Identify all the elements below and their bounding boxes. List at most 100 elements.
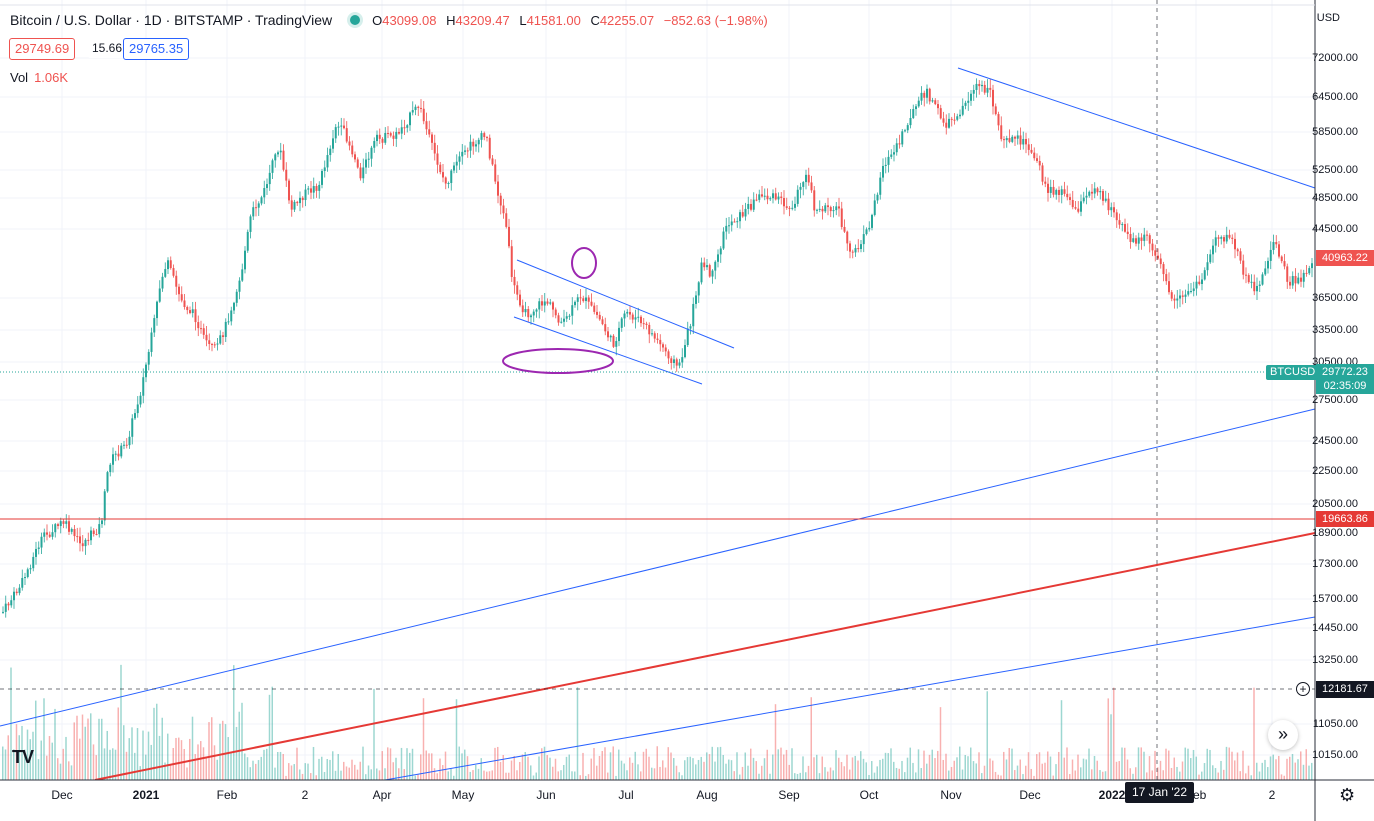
candle-body xyxy=(609,335,612,338)
volume-bar xyxy=(1102,771,1104,780)
candle-body xyxy=(508,226,510,247)
candle-body xyxy=(521,305,524,313)
candle-body xyxy=(769,198,772,200)
candle-body xyxy=(835,206,838,211)
candle-body xyxy=(876,194,879,201)
volume-bar xyxy=(865,762,867,780)
volume-bar xyxy=(961,769,964,780)
volume-bar xyxy=(906,757,909,780)
candle-body xyxy=(774,193,777,200)
candle-body xyxy=(1198,281,1201,285)
candle-body xyxy=(299,197,301,204)
candle-body xyxy=(1038,160,1041,166)
candle-body xyxy=(191,309,194,314)
volume-bar xyxy=(1302,764,1305,780)
volume-bar xyxy=(827,771,829,780)
volume-bar xyxy=(535,772,537,780)
volume-bar xyxy=(796,773,799,780)
volume-bar xyxy=(783,754,785,780)
candle-body xyxy=(516,285,519,295)
candle-body xyxy=(101,520,103,525)
time-axis-label: Dec xyxy=(1019,788,1041,802)
plus-circle-icon[interactable]: + xyxy=(1296,682,1310,696)
volume-bar xyxy=(1300,751,1302,780)
volume-bar xyxy=(244,753,246,780)
volume-bar xyxy=(2,746,4,780)
volume-bars xyxy=(2,664,1313,780)
volume-bar xyxy=(1008,748,1010,780)
candle-body xyxy=(1162,264,1165,275)
crosshair-date-tag: 17 Jan '22 xyxy=(1125,782,1195,803)
candle-body xyxy=(35,548,37,557)
candle-body xyxy=(664,347,667,352)
candle-body xyxy=(1016,135,1019,139)
trendline-upper xyxy=(0,408,1316,727)
currency-label[interactable]: USD xyxy=(1316,12,1340,24)
candle-body xyxy=(598,314,601,320)
candle-body xyxy=(618,327,620,342)
candle-body xyxy=(821,208,824,212)
volume-bar xyxy=(65,736,67,780)
candle-body xyxy=(1192,288,1195,292)
candle-body xyxy=(398,131,400,134)
candle-body xyxy=(315,186,318,191)
tradingview-logo[interactable]: TV xyxy=(12,747,34,767)
candle-body xyxy=(978,83,981,87)
candle-body xyxy=(667,351,670,359)
candle-body xyxy=(777,196,780,200)
volume-bar xyxy=(340,770,342,780)
candle-body xyxy=(439,164,442,173)
candle-body xyxy=(329,148,332,156)
volume-bar xyxy=(739,774,741,780)
candle-body xyxy=(651,333,653,335)
candle-body xyxy=(1269,249,1272,261)
volume-bar xyxy=(136,728,139,780)
candle-body xyxy=(1091,191,1093,194)
volume-bar xyxy=(571,771,573,780)
candle-body xyxy=(150,332,153,352)
volume-bar xyxy=(1162,770,1164,780)
volume-bar xyxy=(1118,761,1120,780)
candle-body xyxy=(860,244,862,250)
sell-price-button[interactable]: 29749.69 xyxy=(9,38,76,60)
volume-bar xyxy=(392,762,394,780)
double-chevron-right-icon[interactable]: » xyxy=(1268,720,1298,750)
volume-bar xyxy=(563,764,565,780)
volume-bar xyxy=(1198,774,1200,780)
volume-bar xyxy=(180,740,183,780)
volume-bar xyxy=(818,773,821,780)
volume-bar xyxy=(200,741,202,780)
volume-bar xyxy=(1146,772,1148,780)
symbol-header[interactable]: Bitcoin / U.S. Dollar · 1D · BITSTAMP · … xyxy=(10,12,768,28)
volume-bar xyxy=(997,774,999,780)
candle-body xyxy=(381,138,384,143)
candle-body xyxy=(840,208,843,227)
volume-bar xyxy=(1289,756,1291,780)
gear-icon[interactable]: ⚙ xyxy=(1339,785,1356,805)
candle-body xyxy=(425,121,428,130)
volume-bar xyxy=(271,686,273,780)
candle-body xyxy=(1085,195,1088,198)
candle-body xyxy=(728,225,730,227)
volume-bar xyxy=(524,752,526,780)
candle-body xyxy=(271,160,274,173)
volume-bar xyxy=(332,751,334,780)
candle-body xyxy=(87,539,90,541)
volume-bar xyxy=(1121,747,1123,780)
candle-body xyxy=(345,128,348,142)
candle-body xyxy=(992,89,994,107)
candle-body xyxy=(175,275,178,287)
candle-body xyxy=(43,532,46,537)
candle-body xyxy=(695,295,697,304)
volume-bar xyxy=(832,770,834,780)
buy-price-button[interactable]: 29765.35 xyxy=(123,38,190,60)
candle-body xyxy=(552,302,554,310)
price-axis-label: 17300.00 xyxy=(1312,558,1358,570)
volume-bar xyxy=(90,713,92,780)
candle-body xyxy=(1071,199,1074,208)
volume-bar xyxy=(662,760,664,780)
candle-body xyxy=(98,524,101,535)
symbol-title[interactable]: Bitcoin / U.S. Dollar · 1D · BITSTAMP · … xyxy=(10,12,333,28)
volume-legend[interactable]: Vol 1.06K xyxy=(10,70,68,85)
